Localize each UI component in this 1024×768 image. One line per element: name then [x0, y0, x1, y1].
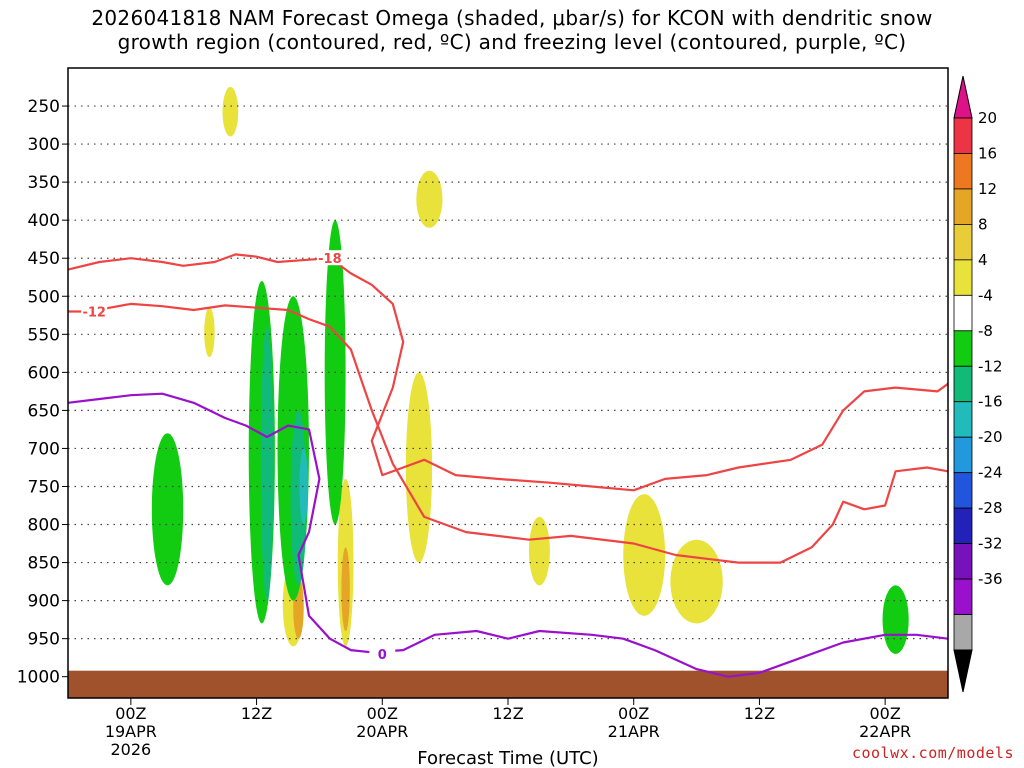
colorbar-swatch-3: [953, 223, 973, 261]
omega-region-16: [260, 326, 274, 601]
ground-band: [68, 670, 948, 698]
colorbar-label-4: 4: [978, 251, 988, 269]
colorbar-swatch-13: [953, 578, 973, 615]
omega-region-6: [670, 539, 723, 624]
temperature-contours: -18 -12 0: [67, 250, 949, 678]
colorbar-label-6: -8: [978, 322, 993, 340]
y-tick-label-850: 850: [28, 554, 60, 574]
x-tick-label-48-0: 00Z: [618, 704, 649, 723]
colorbar-label-13: -36: [978, 570, 1003, 588]
title-line-2: growth region (contoured, red, ºC) and f…: [117, 30, 907, 54]
x-tick-label-48-1: 21APR: [608, 722, 660, 741]
y-tick-label-800: 800: [28, 516, 60, 536]
ground-surface: [68, 670, 948, 698]
x-tick-label-0-1: 19APR: [105, 722, 157, 741]
colorbar-swatch-4: [953, 259, 973, 296]
y-tick-label-550: 550: [28, 325, 60, 345]
y-tick-label-650: 650: [28, 401, 60, 421]
colorbar-swatch-1: [953, 153, 973, 190]
colorbar-swatch-8: [953, 401, 973, 438]
y-tick-label-350: 350: [28, 173, 60, 193]
colorbar-swatch-7: [953, 365, 973, 403]
y-tick-label-950: 950: [28, 630, 60, 650]
x-tick-label-24-1: 20APR: [356, 722, 408, 741]
omega-region-0: [222, 87, 239, 137]
plot-background: [68, 68, 948, 698]
contour-label--18: -18: [318, 252, 342, 267]
colorbar-label-1: 16: [978, 144, 997, 162]
x-tick-label-72-0: 00Z: [869, 704, 900, 723]
contour-label-0: 0: [378, 648, 387, 663]
omega-shading: [151, 87, 909, 654]
colorbar-swatch-0: [953, 117, 973, 154]
contour-line--12: [68, 302, 949, 564]
colorbar: 20 16 12 8 4 -4 -8 -12 -16 -20 -24 -28 -32 -36: [953, 75, 1003, 693]
colorbar-label-9: -20: [978, 428, 1003, 446]
y-tick-label-750: 750: [28, 477, 60, 497]
contour-label--12: -12: [82, 305, 106, 320]
plot-frame: [67, 67, 949, 699]
colorbar-swatch-2: [953, 188, 973, 225]
omega-region-4: [528, 516, 550, 586]
omega-region-2: [204, 307, 215, 358]
colorbar-label-3: 8: [978, 215, 988, 233]
y-tick-label-900: 900: [28, 592, 60, 612]
colorbar-swatch-14: [953, 614, 973, 651]
plot-area: [68, 68, 948, 698]
colorbar-swatch-10: [953, 472, 973, 509]
colorbar-swatch-6: [953, 330, 973, 367]
colorbar-label-2: 12: [978, 180, 997, 198]
colorbar-label-7: -12: [978, 357, 1003, 375]
x-axis-label: Forecast Time (UTC): [417, 748, 598, 768]
contour-label-bg--12: [81, 303, 108, 319]
x-tick-label-36-0: 12Z: [492, 704, 523, 723]
omega-region-1: [416, 170, 443, 228]
x-tick-label-0-2: 2026: [110, 740, 151, 759]
y-tick-label-300: 300: [28, 135, 60, 155]
title-line-1: 2026041818 NAM Forecast Omega (shaded, μ…: [91, 6, 933, 30]
x-tick-label-0-0: 00Z: [115, 704, 146, 723]
colorbar-swatch-11: [953, 507, 973, 544]
omega-region-15: [882, 585, 909, 654]
y-tick-label-600: 600: [28, 363, 60, 383]
omega-region-18: [299, 448, 308, 525]
colorbar-label-0: 20: [978, 109, 997, 127]
omega-region-10: [341, 547, 350, 632]
y-axis-ticks: 250 300 350 400 450 500 550 600 650 700 750 800 850 9…: [17, 97, 68, 688]
colorbar-label-8: -16: [978, 393, 1003, 411]
y-tick-label-400: 400: [28, 211, 60, 231]
colorbar-label-11: -28: [978, 499, 1003, 517]
y-tick-label-700: 700: [28, 439, 60, 459]
contour-line--18: [67, 253, 949, 492]
contour-label-bg--18: [316, 250, 343, 266]
x-tick-label-24-0: 00Z: [367, 704, 398, 723]
colorbar-label-12: -32: [978, 535, 1003, 553]
x-tick-label-12-0: 12Z: [241, 704, 272, 723]
colorbar-label-10: -24: [978, 464, 1003, 482]
y-tick-label-1000: 1000: [17, 668, 60, 688]
y-tick-label-450: 450: [28, 249, 60, 269]
colorbar-top-arrow: [953, 75, 973, 119]
x-tick-label-60-0: 12Z: [744, 704, 775, 723]
colorbar-swatch-5: [953, 294, 973, 332]
omega-region-11: [151, 433, 184, 586]
omega-region-5: [623, 494, 666, 616]
y-tick-label-500: 500: [28, 287, 60, 307]
contour-label-bg-0: [369, 645, 396, 661]
site-credit: coolwx.com/models: [851, 744, 1014, 762]
colorbar-bottom-arrow: [953, 649, 973, 693]
colorbar-swatch-12: [953, 543, 973, 580]
x-tick-label-72-1: 22APR: [859, 722, 911, 741]
colorbar-label-5: -4: [978, 286, 993, 304]
omega-region-3: [405, 372, 433, 563]
y-tick-label-250: 250: [28, 97, 60, 117]
chart-title: 2026041818 NAM Forecast Omega (shaded, μ…: [0, 6, 1024, 54]
colorbar-swatch-9: [953, 436, 973, 474]
